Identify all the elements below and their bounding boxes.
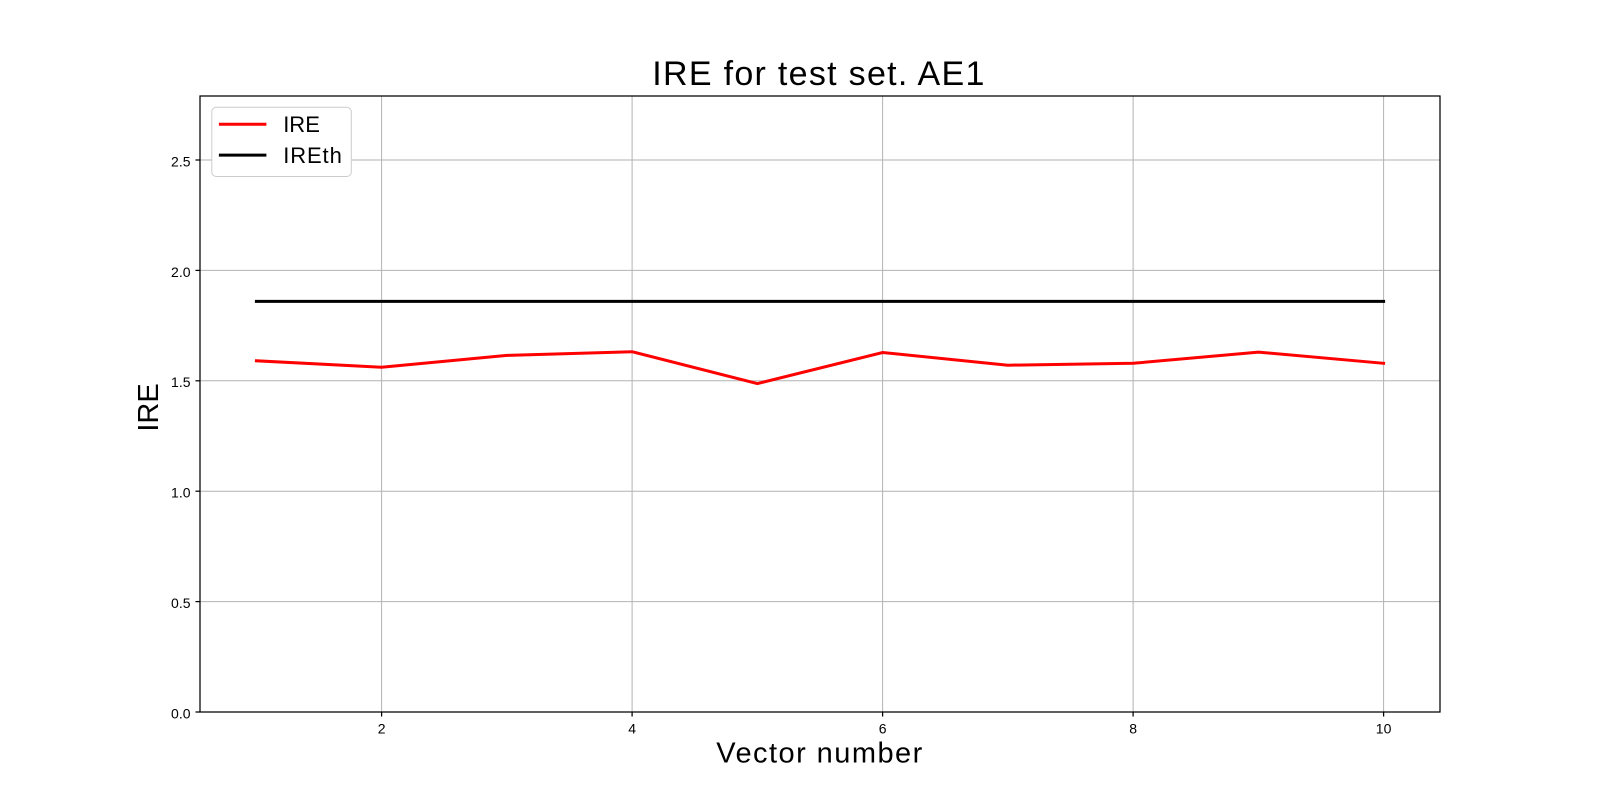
svg-text:IRE: IRE bbox=[133, 383, 165, 431]
svg-text:4: 4 bbox=[628, 721, 636, 737]
svg-text:IRE: IRE bbox=[283, 112, 320, 137]
svg-text:2: 2 bbox=[378, 721, 386, 737]
svg-text:8: 8 bbox=[1129, 721, 1137, 737]
svg-text:1.0: 1.0 bbox=[171, 485, 191, 501]
svg-text:2.0: 2.0 bbox=[171, 264, 191, 280]
svg-text:10: 10 bbox=[1376, 721, 1392, 737]
svg-text:1.5: 1.5 bbox=[171, 374, 191, 390]
svg-text:2.5: 2.5 bbox=[171, 153, 191, 169]
svg-text:6: 6 bbox=[879, 721, 887, 737]
svg-text:0.0: 0.0 bbox=[171, 705, 191, 721]
svg-text:0.5: 0.5 bbox=[171, 595, 191, 611]
svg-text:Vector number: Vector number bbox=[716, 738, 923, 770]
svg-text:IREth: IREth bbox=[283, 143, 343, 168]
svg-text:IRE for test set. AE1: IRE for test set. AE1 bbox=[652, 55, 985, 93]
